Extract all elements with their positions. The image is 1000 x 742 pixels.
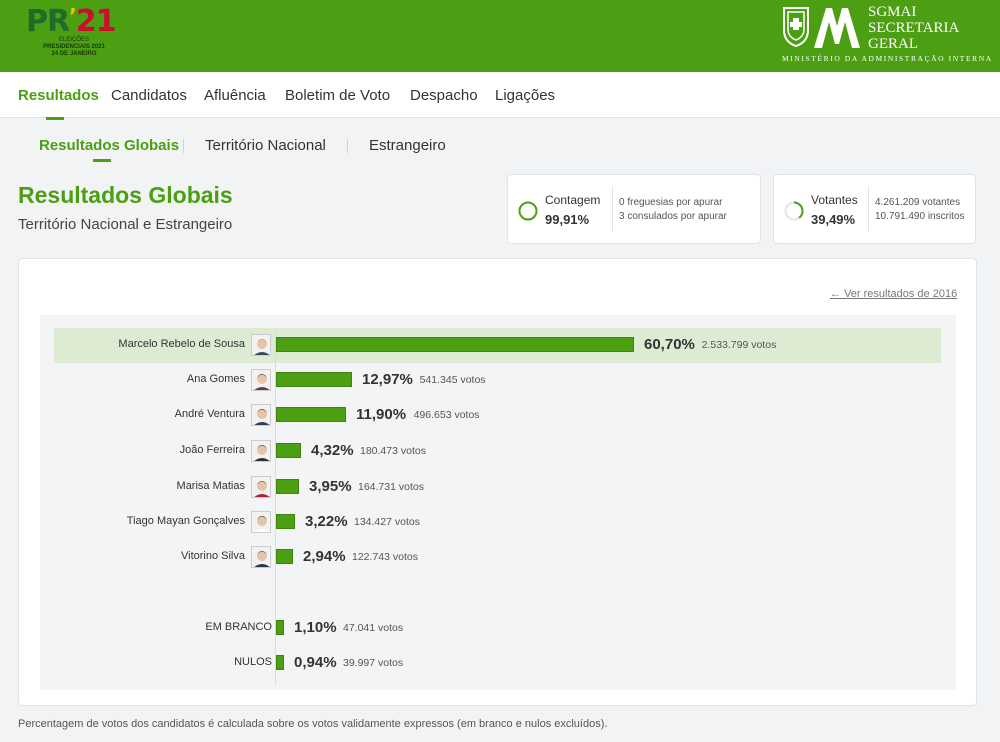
result-percentage: 1,10% (294, 619, 337, 636)
counting-label: Contagem (545, 193, 601, 207)
sgmai-logo[interactable]: SGMAI SECRETARIA GERAL MINISTÉRIO DA ADM… (782, 4, 991, 66)
candidate-name: Vitorino Silva (181, 550, 245, 562)
sgmai-name: SGMAI SECRETARIA GERAL (868, 4, 959, 52)
tab-separator (183, 139, 184, 153)
result-bar (276, 549, 293, 564)
result-bar (276, 479, 299, 494)
result-bar (276, 655, 284, 670)
voters-label: Votantes (811, 193, 858, 207)
voters-detail-registered: 10.791.490 inscritos (875, 211, 965, 222)
counting-card: Contagem 99,91% 0 freguesias por apurar … (507, 174, 761, 244)
previous-results-link-text: Ver resultados de 2016 (844, 288, 958, 300)
logo-year-text: 21 (75, 4, 117, 39)
card-divider (612, 187, 613, 231)
result-votes: 2.533.799 votos (701, 339, 777, 351)
result-percentage: 11,90% (356, 406, 407, 423)
chart-axis-line (275, 330, 276, 684)
sgmai-line-1: SGMAI (868, 4, 917, 20)
tab-separator (347, 139, 348, 153)
tab-resultados-globais[interactable]: Resultados Globais (39, 137, 180, 162)
result-percentage: 0,94% (294, 654, 337, 671)
sgmai-line-3: GERAL (868, 36, 918, 52)
logo-line-2: PRESIDENCIAIS 2021 (43, 44, 105, 50)
result-votes: 47.041 votos (343, 622, 404, 634)
result-bar (276, 514, 295, 529)
logo-wordmark: PR’21 (26, 4, 117, 39)
result-votes: 134.427 votos (354, 516, 420, 528)
result-percentage: 4,32% (311, 442, 354, 459)
candidate-avatar (251, 546, 271, 568)
voters-progress-ring (784, 201, 804, 221)
results-chart-area (40, 315, 956, 690)
other-votes-label: EM BRANCO (205, 621, 272, 633)
result-votes: 541.345 votos (419, 374, 486, 386)
elections-logo[interactable]: PR’21 ELEIÇÕES PRESIDENCIAIS 2021 24 DE … (26, 4, 126, 66)
result-votes: 180.473 votos (360, 445, 426, 457)
result-percentage: 60,70% (644, 336, 695, 353)
counting-detail-parishes: 0 freguesias por apurar (619, 197, 723, 208)
result-bar (276, 443, 301, 458)
candidate-name: André Ventura (174, 408, 245, 420)
result-votes: 39.997 votos (343, 657, 404, 669)
result-bar (276, 337, 634, 352)
card-divider (868, 187, 869, 231)
result-votes: 164.731 votos (358, 481, 424, 493)
result-bar (276, 372, 352, 387)
logo-subtitle: ELEIÇÕES PRESIDENCIAIS 2021 24 DE JANEIR… (34, 37, 114, 58)
candidate-avatar (251, 440, 271, 462)
ministry-name: MINISTÉRIO DA ADMINISTRAÇÃO INTERNA (782, 54, 993, 63)
logo-line-1: ELEIÇÕES (58, 37, 89, 43)
sgmai-mark-icon (814, 8, 860, 48)
voters-card: Votantes 39,49% 4.261.209 votantes 10.79… (773, 174, 976, 244)
candidate-avatar (251, 369, 271, 391)
candidate-name: Marisa Matias (176, 480, 245, 492)
main-nav: Resultados Candidatos Afluência Boletim … (0, 72, 1000, 120)
result-bar (276, 407, 346, 422)
logo-pr-text: PR (26, 4, 70, 39)
candidate-avatar (251, 404, 271, 426)
nav-ligacoes[interactable]: Ligações (495, 87, 556, 104)
coat-of-arms-icon (783, 7, 809, 48)
counting-value: 99,91% (545, 212, 590, 227)
candidate-avatar (251, 334, 271, 356)
tab-territorio-nacional[interactable]: Território Nacional (205, 137, 326, 154)
result-percentage: 3,22% (305, 513, 348, 530)
result-bar (276, 620, 284, 635)
nav-resultados[interactable]: Resultados (18, 87, 99, 120)
tab-estrangeiro[interactable]: Estrangeiro (369, 137, 446, 154)
previous-results-link[interactable]: ← Ver resultados de 2016 (830, 288, 957, 300)
logo-line-3: 24 DE JANEIRO (51, 51, 97, 57)
result-votes: 122.743 votos (352, 551, 418, 563)
result-percentage: 3,95% (309, 478, 352, 495)
sgmai-line-2: SECRETARIA (868, 20, 960, 36)
candidate-name: Ana Gomes (186, 373, 245, 385)
counting-detail-consulates: 3 consulados por apurar (619, 211, 727, 222)
counting-progress-ring (518, 201, 538, 221)
candidate-avatar (251, 511, 271, 533)
result-percentage: 2,94% (303, 548, 346, 565)
candidate-name: João Ferreira (179, 444, 245, 456)
voters-value: 39,49% (811, 212, 856, 227)
page-title: Resultados Globais (18, 182, 233, 208)
candidate-name: Tiago Mayan Gonçalves (126, 515, 245, 527)
footnote: Percentagem de votos dos candidatos é ca… (18, 718, 608, 730)
result-percentage: 12,97% (362, 371, 413, 388)
page-subtitle: Território Nacional e Estrangeiro (18, 216, 233, 233)
result-votes: 496.653 votos (413, 409, 480, 421)
site-header: PR’21 ELEIÇÕES PRESIDENCIAIS 2021 24 DE … (0, 0, 1000, 72)
other-votes-label: NULOS (234, 656, 272, 668)
candidate-name: Marcelo Rebelo de Sousa (118, 338, 245, 350)
nav-boletim-de-voto[interactable]: Boletim de Voto (285, 87, 391, 104)
voters-detail-count: 4.261.209 votantes (875, 197, 961, 208)
nav-candidatos[interactable]: Candidatos (111, 87, 187, 104)
arrow-left-icon: ← (830, 288, 841, 300)
nav-despacho[interactable]: Despacho (410, 87, 478, 104)
nav-afluencia[interactable]: Afluência (204, 87, 266, 104)
candidate-avatar (251, 476, 271, 498)
